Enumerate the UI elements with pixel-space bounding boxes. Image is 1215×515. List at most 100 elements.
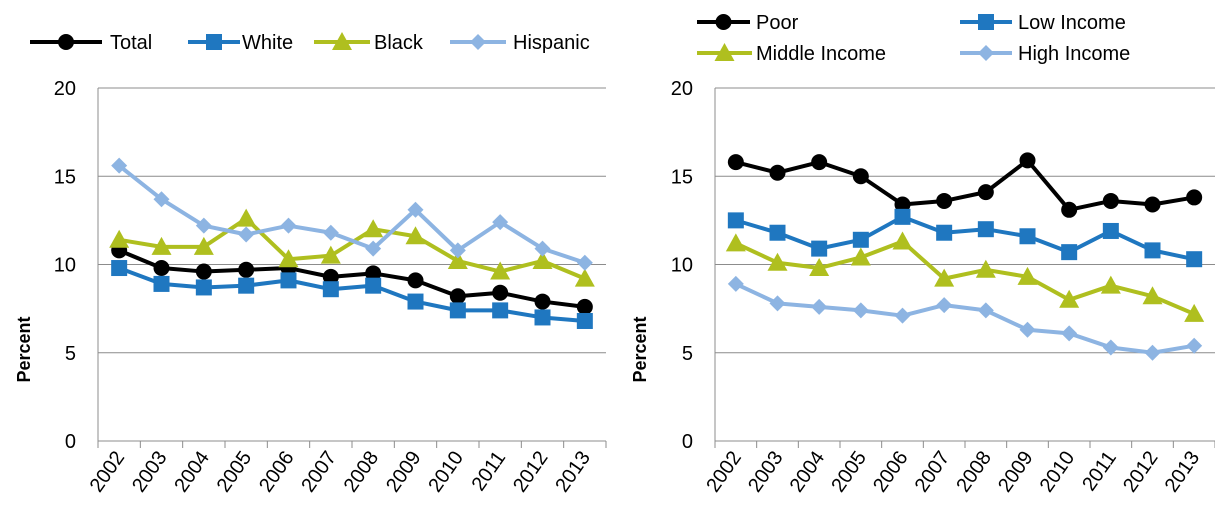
data-point-low-income: [852, 231, 869, 248]
data-point-hispanic: [153, 191, 170, 208]
x-tick-label: 2005: [213, 447, 257, 496]
legend-marker: [714, 43, 735, 61]
data-point-black: [490, 261, 511, 280]
data-point-low-income: [727, 212, 744, 229]
data-point-black: [109, 229, 130, 248]
legend-label: Low Income: [1018, 12, 1126, 34]
data-point-middle-income: [1017, 266, 1038, 285]
series-total: [111, 242, 593, 315]
data-point-middle-income: [975, 259, 996, 278]
legend-item-middle-income: Middle Income: [697, 43, 886, 65]
y-tick-label: 5: [682, 343, 693, 365]
data-point-high-income: [852, 302, 869, 319]
data-point-total: [195, 263, 212, 280]
data-point-hispanic: [365, 240, 382, 257]
x-tick-label: 2007: [911, 447, 955, 496]
series-line-low-income: [735, 214, 1195, 262]
series-line-poor: [735, 158, 1195, 212]
y-tick-label: 20: [54, 78, 76, 100]
y-gridlines: [98, 87, 606, 354]
data-point-middle-income: [809, 258, 830, 277]
legend-item-total: Total: [30, 32, 152, 54]
data-point-hispanic: [407, 201, 424, 218]
y-tick-label: 0: [65, 431, 76, 453]
data-point-white: [111, 260, 128, 277]
x-tick-label: 2004: [170, 447, 214, 496]
legend-label: Black: [374, 32, 424, 54]
data-point-middle-income: [1059, 289, 1080, 308]
data-point-poor: [1061, 201, 1078, 218]
series-middle-income: [725, 231, 1205, 322]
data-point-white: [534, 309, 551, 326]
data-point-high-income: [811, 298, 828, 315]
data-point-poor: [894, 196, 911, 213]
data-point-high-income: [1144, 344, 1161, 361]
data-point-low-income: [1186, 251, 1203, 268]
data-point-high-income: [1186, 337, 1203, 354]
y-tick-label: 10: [671, 255, 693, 277]
y-tick-label: 10: [54, 255, 76, 277]
legend-marker: [206, 34, 222, 50]
legend-item-poor: Poor: [697, 12, 799, 34]
legend-marker: [470, 34, 486, 50]
x-tick-label: 2007: [297, 447, 341, 496]
legend-label: Poor: [756, 12, 799, 34]
series-line-hispanic: [117, 164, 586, 265]
data-point-middle-income: [767, 252, 788, 271]
legend-marker: [715, 14, 732, 30]
data-point-hispanic: [280, 217, 297, 234]
data-point-hispanic: [534, 240, 551, 257]
x-tick-label: 2009: [382, 447, 426, 496]
x-tick-label: 2013: [1161, 447, 1205, 496]
series-poor: [727, 152, 1203, 218]
data-point-poor: [811, 154, 828, 171]
series-low-income: [727, 208, 1203, 268]
series-line-high-income: [734, 282, 1195, 355]
y-tick-label: 20: [671, 78, 693, 100]
y-gridlines: [715, 87, 1215, 354]
data-point-high-income: [1102, 339, 1119, 356]
data-point-high-income: [977, 302, 994, 319]
series-white: [111, 260, 593, 329]
data-point-white: [576, 312, 593, 329]
chart-income: 0 5 10 15 20 20022003200420052006200720082009…: [630, 12, 1215, 496]
legend-item-hispanic: Hispanic: [450, 32, 590, 54]
legend-marker: [978, 14, 994, 30]
data-point-white: [153, 275, 170, 292]
data-point-total: [365, 265, 382, 282]
x-tick-label: 2006: [255, 447, 299, 496]
data-point-low-income: [1019, 228, 1036, 245]
data-point-high-income: [1019, 321, 1036, 338]
data-point-hispanic: [111, 157, 128, 174]
data-point-middle-income: [850, 247, 871, 266]
data-point-white: [322, 281, 339, 298]
legend-marker: [978, 45, 994, 61]
data-point-black: [574, 268, 595, 287]
y-tick-label: 5: [65, 343, 76, 365]
data-point-middle-income: [1184, 303, 1205, 322]
x-tick-label: 2010: [424, 447, 468, 496]
data-point-middle-income: [1100, 275, 1121, 294]
data-point-low-income: [1061, 244, 1078, 261]
data-point-low-income: [894, 208, 911, 225]
data-point-hispanic: [492, 214, 509, 231]
data-point-low-income: [977, 221, 994, 238]
data-point-hispanic: [238, 226, 255, 243]
y-axis-title: Percent: [14, 316, 34, 382]
x-tick-label: 2002: [86, 447, 130, 496]
data-point-poor: [936, 192, 953, 209]
y-tick-label: 0: [682, 431, 693, 453]
x-tick-label: 2008: [952, 447, 996, 496]
data-point-black: [278, 249, 299, 268]
data-point-high-income: [727, 275, 744, 292]
x-tick-label: 2006: [869, 447, 913, 496]
data-point-total: [322, 268, 339, 285]
x-tick-label: 2002: [702, 447, 746, 496]
data-point-total: [238, 261, 255, 278]
data-point-total: [534, 293, 551, 310]
data-point-white: [407, 293, 424, 310]
data-point-white: [195, 279, 212, 296]
x-tick-label: 2011: [1078, 447, 1121, 495]
data-point-total: [407, 272, 424, 289]
data-point-middle-income: [725, 233, 746, 252]
